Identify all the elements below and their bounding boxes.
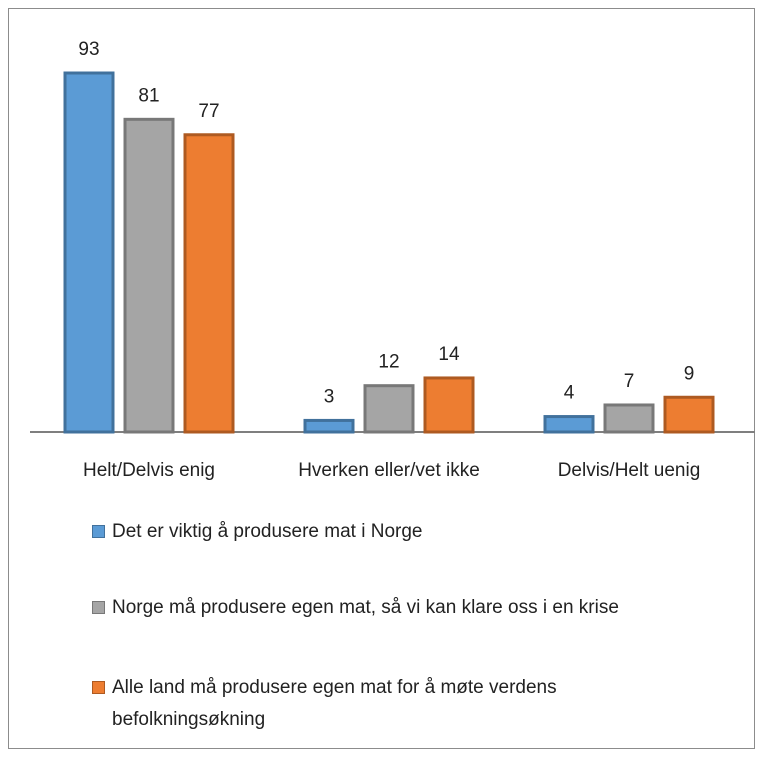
legend-label: Norge må produsere egen mat, så vi kan k… xyxy=(112,597,619,618)
bar xyxy=(183,133,235,434)
legend-item: Det er viktig å produsere mat i Norge xyxy=(92,516,692,548)
data-label: 77 xyxy=(198,101,219,122)
data-label: 4 xyxy=(564,383,575,404)
bar xyxy=(543,415,595,434)
legend-item: Alle land må produsere egen mat for å mø… xyxy=(92,672,692,736)
chart-border xyxy=(8,8,755,749)
x-tick-label: Helt/Delvis enig xyxy=(83,460,215,481)
legend-label: Det er viktig å produsere mat i Norge xyxy=(112,521,423,542)
legend-label: Alle land må produsere egen mat for å mø… xyxy=(112,677,557,730)
bar xyxy=(663,395,715,434)
bar xyxy=(363,384,415,434)
x-tick-label: Delvis/Helt uenig xyxy=(558,460,701,481)
bar xyxy=(63,71,115,434)
bar xyxy=(603,403,655,434)
bar xyxy=(303,418,355,434)
bar xyxy=(423,376,475,434)
bar xyxy=(123,117,175,434)
data-label: 12 xyxy=(378,352,399,373)
data-label: 9 xyxy=(684,363,695,384)
legend-swatch xyxy=(92,525,105,538)
x-tick-label: Hverken eller/vet ikke xyxy=(298,460,480,481)
data-label: 7 xyxy=(624,371,635,392)
legend-item: Norge må produsere egen mat, så vi kan k… xyxy=(92,592,692,624)
data-label: 81 xyxy=(138,85,159,106)
data-label: 14 xyxy=(438,344,460,365)
data-label: 3 xyxy=(324,386,335,407)
legend-swatch xyxy=(92,681,105,694)
legend-swatch xyxy=(92,601,105,614)
data-label: 93 xyxy=(78,39,99,60)
